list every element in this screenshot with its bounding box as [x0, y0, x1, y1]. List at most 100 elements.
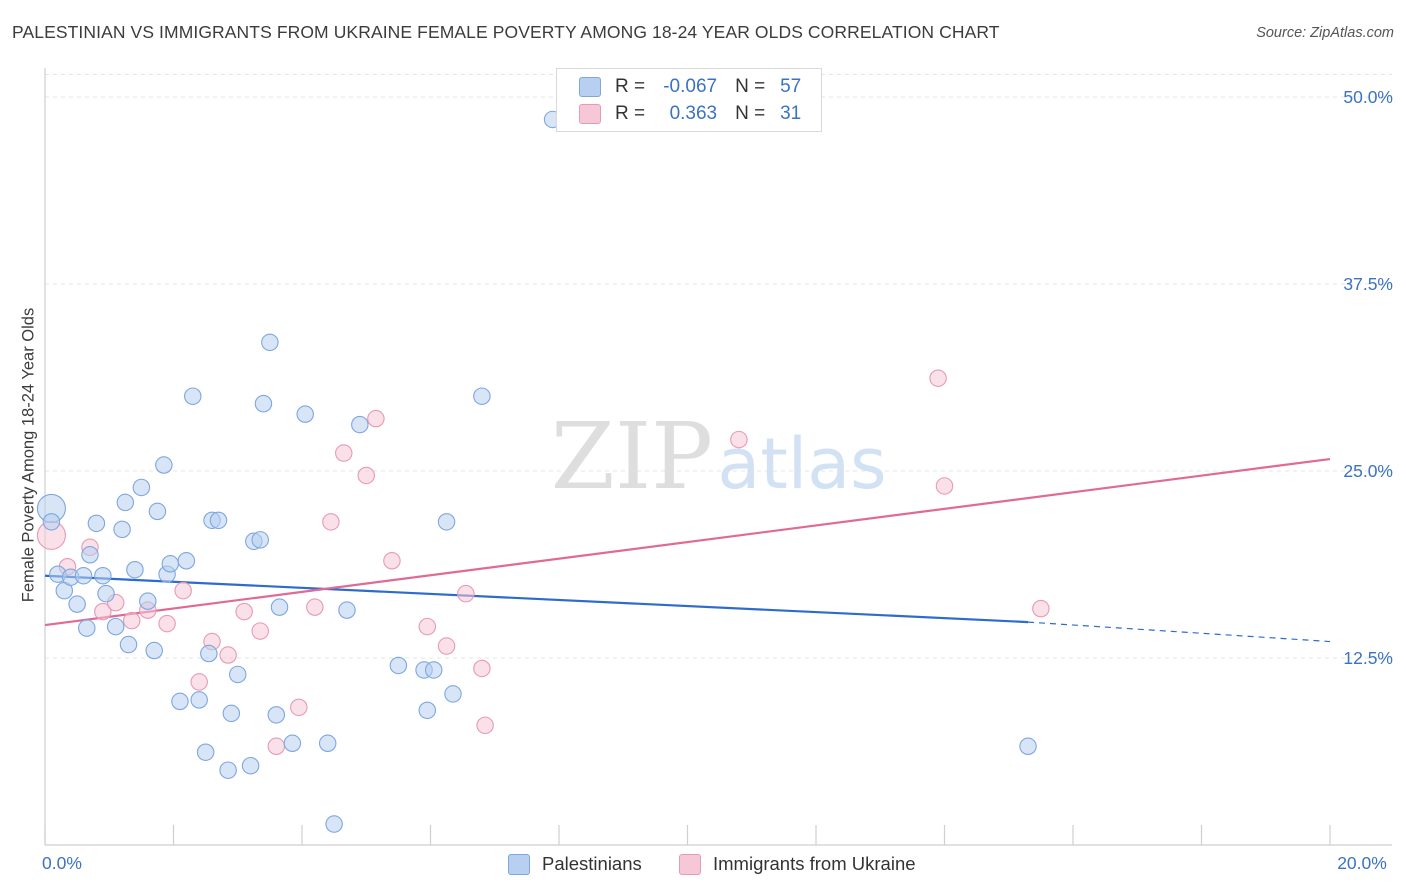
point-ukraine [267, 737, 286, 756]
legend-r-label: R = [615, 76, 646, 97]
legend-r-value: -0.067 [663, 76, 718, 97]
point-ukraine [219, 646, 237, 664]
legend-n-value: 31 [780, 103, 802, 124]
point-palestinians [87, 514, 106, 533]
bottom-legend-swatch-pink [679, 853, 701, 875]
bottom-legend-label: Palestinians [542, 853, 642, 874]
point-ukraine [929, 369, 947, 387]
point-ukraine [235, 602, 253, 621]
point-ukraine [1032, 599, 1050, 618]
legend-r-value: 0.363 [669, 103, 718, 124]
point-ukraine [476, 716, 494, 735]
point-palestinians [74, 566, 93, 585]
legend-n-label: N = [735, 103, 766, 124]
point-palestinians [97, 584, 115, 603]
bottom-legend-label: Immigrants from Ukraine [713, 853, 916, 874]
point-palestinians [200, 644, 218, 663]
point-palestinians [351, 415, 369, 434]
point-palestinians [424, 661, 443, 679]
point-palestinians [139, 592, 157, 610]
point-ukraine [251, 622, 269, 640]
point-palestinians [184, 387, 202, 405]
point-palestinians [171, 692, 189, 711]
point-palestinians [145, 641, 163, 660]
point-palestinians [148, 502, 167, 521]
y-tick-label: 37.5% [1343, 274, 1393, 294]
point-palestinians [1019, 737, 1037, 756]
point-palestinians [229, 665, 247, 684]
legend-swatch-blue [579, 77, 601, 97]
point-palestinians [119, 635, 138, 654]
point-palestinians [126, 560, 144, 579]
point-palestinians [283, 734, 302, 753]
point-palestinians [338, 601, 356, 619]
bottom-legend-ukraine[interactable]: Immigrants from Ukraine [679, 852, 916, 876]
point-palestinians [219, 761, 237, 779]
x-tick-label: 20.0% [1337, 853, 1387, 873]
point-palestinians [78, 619, 96, 637]
point-palestinians [132, 478, 151, 497]
point-palestinians [437, 513, 456, 531]
point-palestinians [190, 691, 208, 709]
bottom-legend-palestinians[interactable]: Palestinians [508, 852, 642, 876]
point-palestinians [113, 520, 131, 539]
legend-r-label: R = [615, 103, 646, 124]
point-ukraine [174, 581, 192, 600]
point-palestinians [222, 704, 241, 723]
point-palestinians [241, 756, 260, 775]
point-ukraine [122, 611, 141, 630]
point-palestinians [270, 598, 289, 616]
axes [44, 68, 1392, 846]
point-palestinians [42, 513, 61, 531]
point-palestinians [389, 656, 408, 675]
point-ukraine [290, 698, 308, 717]
legend-n-label: N = [735, 76, 766, 97]
y-tick-label: 25.0% [1343, 461, 1393, 481]
point-palestinians [196, 743, 215, 761]
axis-ticks: 12.5% 25.0% 37.5% 50.0% 0.0% 20.0% [42, 87, 1393, 873]
point-palestinians [81, 546, 99, 564]
legend-row-palestinians: R = -0.067 N = 57 [579, 75, 801, 99]
grid-lines [45, 74, 1392, 659]
trend-line-ukraine [44, 457, 1331, 627]
legend-swatch-pink [579, 104, 601, 124]
y-tick-label: 50.0% [1343, 87, 1393, 107]
point-ukraine [457, 584, 475, 603]
source-label: Source: ZipAtlas.com [1256, 25, 1394, 41]
point-palestinians [444, 685, 462, 703]
point-palestinians [68, 595, 86, 613]
point-ukraine [367, 409, 385, 428]
point-palestinians [161, 555, 180, 573]
trend-lines [44, 457, 1331, 643]
point-ukraine [935, 477, 954, 495]
point-ukraine [473, 659, 491, 678]
watermark-zip: ZIP [551, 403, 713, 510]
x-tick-label: 0.0% [42, 853, 82, 873]
point-palestinians [473, 387, 491, 405]
point-palestinians [155, 456, 173, 474]
point-palestinians [254, 394, 273, 413]
legend-row-ukraine: R = 0.363 N = 31 [579, 102, 801, 126]
point-palestinians [296, 405, 314, 423]
point-ukraine [418, 617, 437, 636]
trend-line-palestinians-extension [1027, 621, 1331, 643]
point-palestinians [418, 701, 437, 720]
point-palestinians [325, 815, 343, 833]
trend-line-palestinians [44, 574, 1029, 624]
point-palestinians [177, 552, 196, 570]
point-palestinians [209, 511, 228, 530]
data-points [36, 110, 1050, 833]
point-palestinians [318, 734, 337, 753]
point-palestinians [251, 531, 269, 549]
point-palestinians [267, 706, 286, 724]
bottom-legend-swatch-blue [508, 853, 530, 875]
point-ukraine [335, 444, 353, 462]
chart-title: PALESTINIAN VS IMMIGRANTS FROM UKRAINE F… [12, 22, 1000, 42]
y-tick-label: 12.5% [1343, 648, 1393, 668]
point-ukraine [158, 614, 176, 633]
point-ukraine [94, 602, 112, 621]
point-ukraine [437, 637, 456, 655]
point-palestinians [106, 617, 125, 636]
stats-legend: R = -0.067 N = 57 R = 0.363 N = 31 [556, 68, 822, 132]
